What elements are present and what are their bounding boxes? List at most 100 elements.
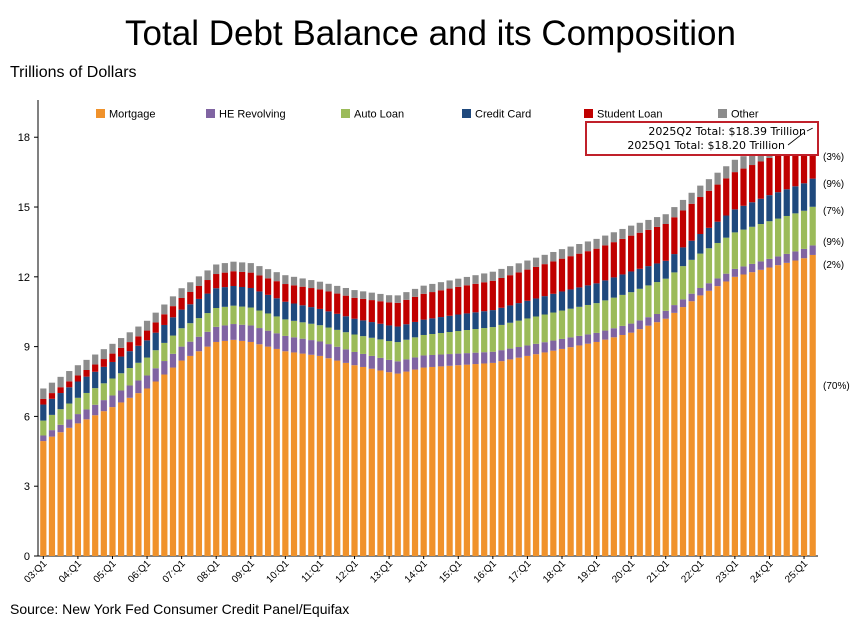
bar-segment-he-revolving [619, 325, 626, 335]
bar-segment-auto-loan [368, 337, 375, 356]
bar-segment-auto-loan [472, 329, 479, 353]
bar-segment-student-loan [411, 296, 419, 322]
bar-segment-auto-loan [282, 319, 289, 336]
bar-segment-student-loan [593, 248, 600, 284]
bar-segment-credit-card [204, 293, 211, 314]
bar-segment-credit-card [731, 209, 738, 233]
x-tick-label: 21:Q1 [645, 558, 672, 585]
bar-segment-credit-card [325, 311, 332, 328]
bar-segment-he-revolving [273, 333, 280, 349]
bar-segment-student-loan [653, 226, 661, 264]
x-tick-label: 07:Q1 [161, 558, 188, 585]
bar-segment-mortgage [247, 341, 254, 556]
bar-segment-credit-card [593, 283, 600, 304]
bar-segment-auto-loan [360, 336, 367, 354]
bar-segment-auto-loan [239, 306, 246, 325]
bar-segment-he-revolving [221, 325, 228, 341]
bar-segment-other [282, 275, 289, 285]
bar-segment-he-revolving [584, 334, 592, 344]
bar-segment-mortgage [169, 367, 177, 556]
bar-segment-credit-card [385, 325, 393, 342]
bar-segment-mortgage [472, 364, 479, 556]
bar-segment-credit-card [628, 271, 635, 293]
bar-segment-student-loan [299, 286, 306, 306]
bar-segment-mortgage [92, 415, 99, 556]
bar-segment-mortgage [584, 343, 592, 556]
bar-segment-he-revolving [662, 310, 669, 319]
bar-segment-student-loan [507, 275, 514, 306]
bar-segment-mortgage [204, 346, 211, 556]
bar-segment-student-loan [697, 197, 704, 235]
bar-segment-auto-loan [567, 308, 574, 338]
bar-segment-student-loan [57, 387, 64, 394]
bar-segment-auto-loan [204, 313, 211, 332]
bar-segment-credit-card [489, 310, 496, 328]
bar-segment-credit-card [57, 393, 64, 410]
bar-segment-credit-card [135, 345, 142, 363]
bar-segment-auto-loan [446, 332, 453, 355]
bar-segment-he-revolving [602, 330, 609, 340]
x-tick-label: 22:Q1 [679, 558, 706, 585]
bar-segment-credit-card [550, 293, 557, 313]
bar-segment-he-revolving [628, 323, 635, 333]
x-tick-label: 06:Q1 [126, 558, 153, 585]
bar-segment-mortgage [524, 355, 531, 556]
bar-segment-other [143, 320, 151, 331]
bar-segment-mortgage [299, 353, 306, 556]
bar-segment-credit-card [239, 286, 246, 307]
legend-swatch-student-loan [584, 109, 593, 118]
y-tick-label: 6 [24, 411, 30, 423]
bar-segment-he-revolving [195, 336, 203, 352]
bar-segment-auto-loan [290, 320, 298, 338]
legend-swatch-he-revolving [206, 109, 215, 118]
bar-segment-student-loan [247, 272, 254, 288]
bar-segment-mortgage [213, 341, 220, 556]
bar-segment-auto-loan [195, 318, 203, 337]
bar-segment-credit-card [610, 277, 617, 298]
share-label-he-revolving: (2%) [823, 260, 844, 271]
bar-segment-other [463, 276, 471, 286]
bar-segment-credit-card [411, 321, 419, 338]
bar-segment-he-revolving [532, 343, 540, 355]
x-tick-label: 19:Q1 [576, 558, 603, 585]
bar-segment-student-loan [394, 302, 401, 327]
bar-segment-auto-loan [247, 307, 254, 326]
bar-segment-he-revolving [74, 414, 82, 424]
bar-segment-he-revolving [783, 253, 790, 263]
bar-segment-other [178, 288, 185, 298]
bar-segment-student-loan [204, 280, 211, 294]
bar-segment-credit-card [619, 274, 626, 295]
bar-segment-mortgage [100, 411, 107, 556]
bar-segment-student-loan [498, 277, 505, 308]
bar-segment-auto-loan [385, 341, 393, 360]
bar-segment-other [239, 262, 246, 272]
bar-segment-mortgage [619, 334, 626, 556]
bar-segment-mortgage [342, 362, 349, 556]
bar-segment-auto-loan [645, 285, 652, 318]
bar-segment-credit-card [524, 300, 531, 319]
bar-segment-other [532, 257, 540, 267]
bar-segment-other [679, 199, 687, 211]
y-tick-label: 9 [24, 342, 30, 354]
bar-segment-he-revolving [385, 359, 393, 373]
bar-segment-credit-card [178, 309, 185, 329]
bar-segment-student-loan [532, 266, 540, 299]
bar-segment-mortgage [316, 355, 324, 556]
bar-segment-credit-card [377, 323, 384, 340]
bar-segment-credit-card [679, 247, 687, 267]
bar-segment-student-loan [705, 190, 713, 228]
bar-segment-mortgage [749, 272, 756, 556]
bar-segment-mortgage [282, 351, 289, 556]
bar-segment-he-revolving [368, 355, 375, 369]
bar-segment-credit-card [481, 311, 488, 329]
bar-segment-student-loan [377, 301, 384, 324]
bar-segment-student-loan [195, 286, 203, 299]
bar-segment-student-loan [325, 291, 332, 312]
bar-segment-other [515, 263, 522, 273]
bar-segment-other [697, 185, 704, 198]
bar-segment-student-loan [437, 290, 445, 318]
bar-segment-mortgage [66, 427, 73, 556]
annotation-box [585, 121, 819, 156]
y-tick-label: 12 [18, 272, 30, 284]
bar-segment-student-loan [308, 288, 315, 308]
